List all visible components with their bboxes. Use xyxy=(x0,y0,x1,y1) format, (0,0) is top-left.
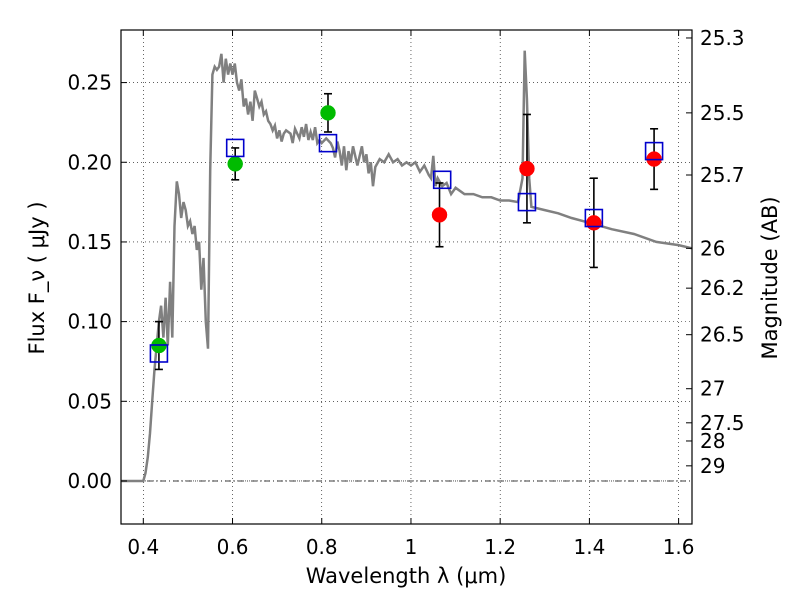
model-flux-square xyxy=(318,133,338,153)
axis-ticks: 0.4 0.6 0.8 1 1.2 1.4 1.6 0.00 0.05 0.10 0.15 0.20 0… xyxy=(67,26,744,559)
x-axis-label: Wavelength λ (μm) xyxy=(306,564,507,588)
observed-flux-point xyxy=(320,105,336,121)
x-tick-label: 0.6 xyxy=(217,535,249,559)
magnitude-tick-label: 28 xyxy=(700,429,725,453)
x-tick-label: 0.8 xyxy=(306,535,338,559)
magnitude-tick-label: 27 xyxy=(700,377,725,401)
model-flux-square xyxy=(149,344,169,363)
x-tick-label: 1.6 xyxy=(663,535,695,559)
magnitude-tick-label: 27.5 xyxy=(700,411,745,435)
y-tick-label: 0.20 xyxy=(67,150,112,174)
x-tick-label: 1 xyxy=(405,535,418,559)
magnitude-tick-label: 26 xyxy=(700,236,725,260)
y-tick-label: 0.15 xyxy=(67,230,112,254)
x-tick-label: 1.2 xyxy=(484,535,516,559)
model-flux-square xyxy=(432,170,452,190)
y-axis-label: Flux F_ν ( μJy ) xyxy=(25,201,50,354)
magnitude-tick-label: 25.7 xyxy=(700,163,745,187)
observed-flux-point xyxy=(586,215,602,231)
plot-frame xyxy=(120,29,693,525)
x-tick-label: 1.4 xyxy=(573,535,605,559)
x-tick-label: 0.4 xyxy=(127,535,159,559)
magnitude-tick-label: 29 xyxy=(700,454,725,478)
model-flux-square xyxy=(225,138,245,158)
y-tick-label: 0.00 xyxy=(67,469,112,493)
y-tick-label: 0.05 xyxy=(67,389,112,413)
y-tick-label: 0.25 xyxy=(67,71,112,95)
model-spectrum-line xyxy=(121,50,693,483)
right-axis-label: Magnitude (AB) xyxy=(758,196,782,359)
model-flux-square xyxy=(644,141,664,161)
magnitude-tick-label: 26.2 xyxy=(700,276,745,300)
model-flux-square xyxy=(584,208,604,228)
model-flux-square xyxy=(517,192,537,212)
observed-flux-point xyxy=(227,156,243,172)
observed-flux-point xyxy=(431,207,448,223)
observed-flux-point xyxy=(519,160,535,177)
magnitude-tick-label: 25.5 xyxy=(700,101,745,125)
data-marks xyxy=(149,92,664,371)
y-tick-label: 0.10 xyxy=(67,310,112,334)
magnitude-tick-label: 26.5 xyxy=(700,323,745,347)
magnitude-tick-label: 25.3 xyxy=(700,26,745,50)
